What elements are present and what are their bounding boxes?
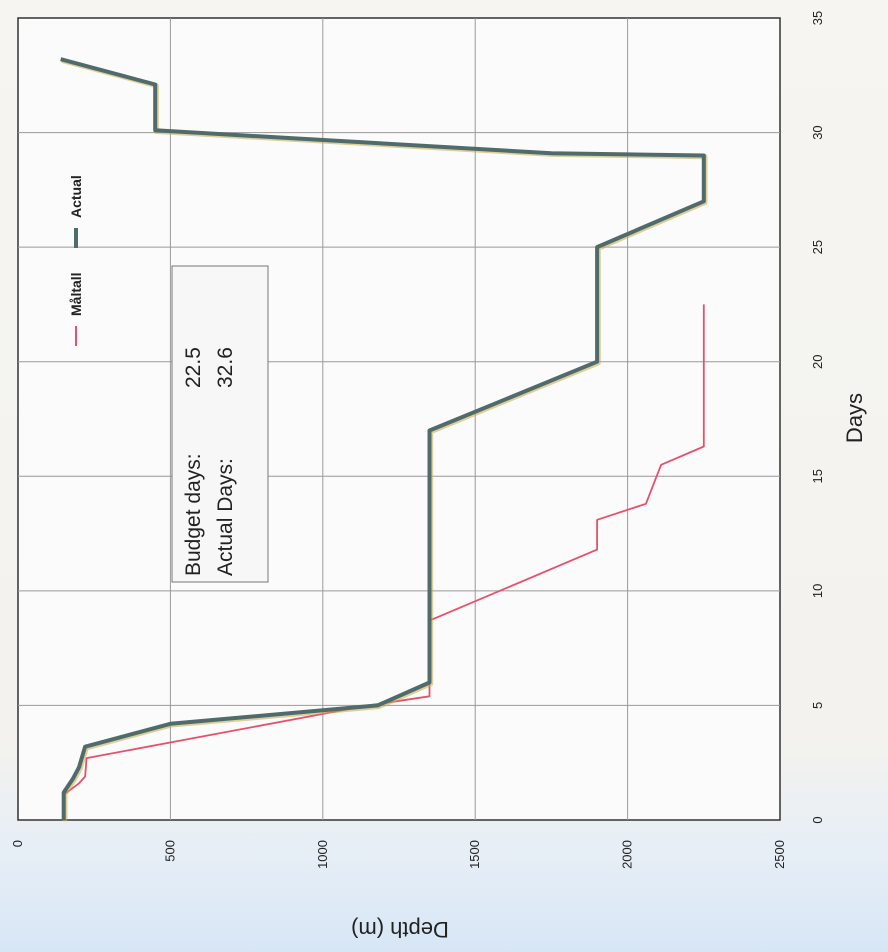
depth-tick-labels: 0 500 1000 1500 2000 2500 (10, 840, 787, 869)
day-tick-label: 15 (810, 469, 825, 483)
budget-days-label: Budget days: (182, 453, 205, 576)
depth-tick-label: 2000 (620, 840, 635, 869)
days-tick-labels: 0 5 10 15 20 25 30 35 (810, 11, 825, 824)
budget-days-value: 22.5 (182, 347, 205, 388)
depth-tick-label: 500 (162, 840, 177, 862)
day-tick-label: 35 (810, 11, 825, 25)
legend-label-maltall: Måltall (68, 272, 84, 316)
depth-tick-label: 1500 (467, 840, 482, 869)
day-tick-label: 10 (810, 584, 825, 598)
budget-info-box: Budget days: 22.5 Actual Days: 32.6 (172, 266, 268, 582)
day-tick-label: 30 (810, 125, 825, 139)
x-axis-title: Days (842, 393, 867, 443)
day-tick-label: 0 (810, 816, 825, 823)
day-tick-label: 20 (810, 354, 825, 368)
day-tick-label: 5 (810, 702, 825, 709)
legend-label-actual: Actual (68, 175, 84, 218)
depth-tick-label: 1000 (315, 840, 330, 869)
depth-tick-label: 2500 (772, 840, 787, 869)
actual-days-value: 32.6 (214, 347, 237, 388)
actual-days-label: Actual Days: (214, 458, 237, 576)
depth-tick-label: 0 (10, 840, 25, 847)
y-axis-title: Depth (m) (351, 917, 449, 942)
day-tick-label: 25 (810, 240, 825, 254)
